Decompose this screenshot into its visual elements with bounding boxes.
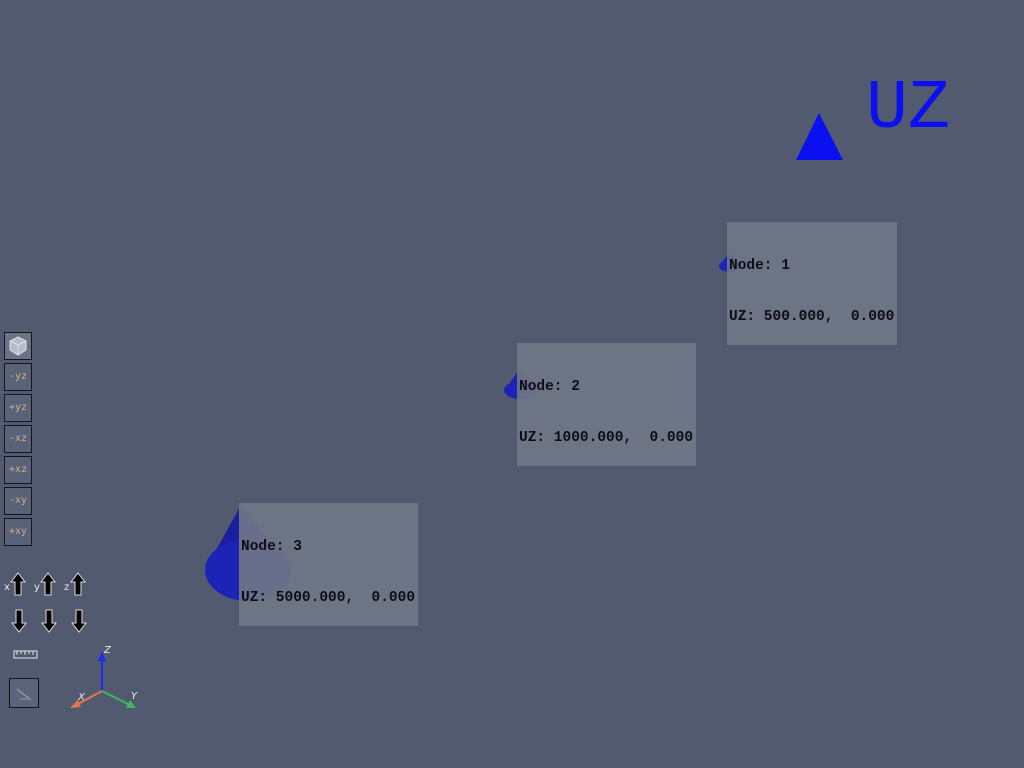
- arrow-up-icon: [10, 572, 26, 596]
- cube-icon: [9, 336, 27, 356]
- view-plus-xz-button[interactable]: +xz: [4, 456, 32, 484]
- rotate-z-up-button[interactable]: z: [64, 572, 88, 598]
- view-minus-xz-button[interactable]: -xz: [4, 425, 32, 453]
- view-minus-yz-button[interactable]: -yz: [4, 363, 32, 391]
- arrow-down-icon: [70, 609, 88, 633]
- triad-x-label: X: [78, 692, 85, 703]
- axis-y-label: y: [34, 582, 40, 593]
- measure-button[interactable]: [13, 646, 39, 665]
- rotate-y-down-button[interactable]: [40, 609, 58, 637]
- node-3-title: Node: 3: [241, 539, 302, 555]
- legend-label: UZ: [866, 70, 951, 149]
- view-minus-xy-button[interactable]: -xy: [4, 487, 32, 515]
- node-3-label: Node: 3 UZ: 5000.000, 0.000: [239, 503, 419, 626]
- triad-y-label: Y: [131, 691, 138, 702]
- plane-icon: [16, 688, 32, 701]
- plane-view-button[interactable]: [9, 678, 39, 708]
- node-2-label: Node: 2 UZ: 1000.000, 0.000: [517, 343, 697, 466]
- rotate-y-up-button[interactable]: y: [34, 572, 58, 598]
- arrow-up-icon: [40, 572, 56, 596]
- axes-triad: [70, 651, 136, 708]
- axis-x-label: x: [4, 582, 10, 593]
- rotate-z-down-button[interactable]: [70, 609, 88, 637]
- node-2-title: Node: 2: [519, 379, 580, 395]
- arrow-up-icon: [70, 572, 86, 596]
- rotate-x-up-button[interactable]: x: [4, 572, 28, 598]
- ruler-icon: [13, 650, 38, 659]
- legend-triangle-icon: [796, 113, 843, 160]
- rotate-x-down-button[interactable]: [10, 609, 28, 637]
- arrow-down-icon: [10, 609, 28, 633]
- node-2-value: UZ: 1000.000, 0.000: [519, 430, 694, 446]
- view-plus-yz-button[interactable]: +yz: [4, 394, 32, 422]
- axis-z-label: z: [64, 582, 70, 593]
- node-3-value: UZ: 5000.000, 0.000: [241, 590, 416, 606]
- node-1-label: Node: 1 UZ: 500.000, 0.000: [727, 222, 898, 345]
- node-1-title: Node: 1: [729, 258, 790, 274]
- node-1-value: UZ: 500.000, 0.000: [729, 309, 895, 325]
- triad-z-label: Z: [104, 645, 111, 656]
- isometric-view-button[interactable]: [4, 332, 32, 360]
- view-plus-xy-button[interactable]: +xy: [4, 518, 32, 546]
- arrow-down-icon: [40, 609, 58, 633]
